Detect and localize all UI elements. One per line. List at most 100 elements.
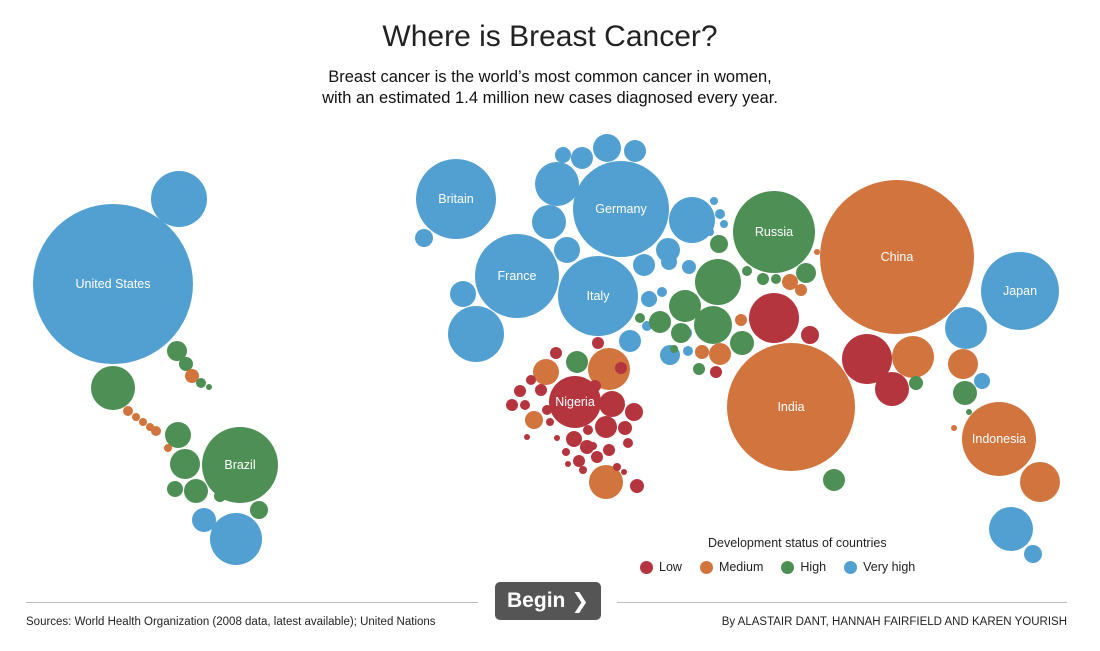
country-bubble[interactable]	[661, 254, 677, 270]
country-bubble[interactable]	[966, 409, 972, 415]
country-bubble[interactable]	[448, 306, 504, 362]
country-bubble[interactable]	[669, 290, 701, 322]
country-bubble[interactable]	[683, 346, 693, 356]
country-bubble[interactable]	[709, 343, 731, 365]
country-bubble[interactable]	[554, 237, 580, 263]
country-bubble[interactable]	[532, 205, 566, 239]
country-bubble[interactable]	[649, 311, 671, 333]
country-bubble[interactable]	[796, 263, 816, 283]
country-bubble[interactable]	[591, 451, 603, 463]
country-bubble[interactable]	[550, 347, 562, 359]
country-bubble[interactable]	[618, 421, 632, 435]
bubble-britain[interactable]	[416, 159, 496, 239]
country-bubble[interactable]	[945, 307, 987, 349]
country-bubble[interactable]	[514, 385, 526, 397]
country-bubble[interactable]	[165, 422, 191, 448]
country-bubble[interactable]	[710, 366, 722, 378]
country-bubble[interactable]	[613, 463, 621, 471]
country-bubble[interactable]	[179, 357, 193, 371]
country-bubble[interactable]	[757, 273, 769, 285]
country-bubble[interactable]	[566, 431, 582, 447]
country-bubble[interactable]	[533, 359, 559, 385]
bubble-italy[interactable]	[558, 256, 638, 336]
country-bubble[interactable]	[795, 284, 807, 296]
country-bubble[interactable]	[184, 479, 208, 503]
country-bubble[interactable]	[91, 366, 135, 410]
country-bubble[interactable]	[801, 326, 819, 344]
country-bubble[interactable]	[555, 147, 571, 163]
country-bubble[interactable]	[589, 442, 597, 450]
country-bubble[interactable]	[625, 403, 643, 421]
country-bubble[interactable]	[630, 479, 644, 493]
country-bubble[interactable]	[415, 229, 433, 247]
country-bubble[interactable]	[842, 334, 892, 384]
country-bubble[interactable]	[595, 416, 617, 438]
country-bubble[interactable]	[151, 171, 207, 227]
country-bubble[interactable]	[535, 384, 547, 396]
country-bubble[interactable]	[546, 418, 554, 426]
country-bubble[interactable]	[123, 406, 133, 416]
bubble-russia[interactable]	[733, 191, 815, 273]
country-bubble[interactable]	[953, 381, 977, 405]
country-bubble[interactable]	[749, 293, 799, 343]
country-bubble[interactable]	[771, 274, 781, 284]
country-bubble[interactable]	[909, 376, 923, 390]
country-bubble[interactable]	[615, 362, 627, 374]
bubble-france[interactable]	[475, 234, 559, 318]
country-bubble[interactable]	[715, 209, 725, 219]
country-bubble[interactable]	[948, 349, 978, 379]
country-bubble[interactable]	[170, 449, 200, 479]
country-bubble[interactable]	[682, 260, 696, 274]
country-bubble[interactable]	[989, 507, 1033, 551]
country-bubble[interactable]	[196, 378, 206, 388]
country-bubble[interactable]	[695, 345, 709, 359]
country-bubble[interactable]	[450, 281, 476, 307]
country-bubble[interactable]	[164, 444, 172, 452]
country-bubble[interactable]	[593, 134, 621, 162]
country-bubble[interactable]	[562, 448, 570, 456]
country-bubble[interactable]	[823, 469, 845, 491]
country-bubble[interactable]	[571, 147, 593, 169]
country-bubble[interactable]	[875, 372, 909, 406]
country-bubble[interactable]	[210, 513, 262, 565]
country-bubble[interactable]	[619, 330, 641, 352]
country-bubble[interactable]	[192, 508, 216, 532]
country-bubble[interactable]	[694, 306, 732, 344]
country-bubble[interactable]	[566, 351, 588, 373]
country-bubble[interactable]	[814, 249, 820, 255]
country-bubble[interactable]	[730, 331, 754, 355]
bubble-nigeria[interactable]	[549, 376, 601, 428]
country-bubble[interactable]	[167, 481, 183, 497]
country-bubble[interactable]	[670, 345, 678, 353]
country-bubble[interactable]	[892, 336, 934, 378]
country-bubble[interactable]	[132, 413, 140, 421]
country-bubble[interactable]	[695, 259, 741, 305]
bubble-united-states[interactable]	[33, 204, 193, 364]
country-bubble[interactable]	[589, 465, 623, 499]
country-bubble[interactable]	[535, 162, 579, 206]
country-bubble[interactable]	[599, 391, 625, 417]
country-bubble[interactable]	[693, 363, 705, 375]
country-bubble[interactable]	[623, 438, 633, 448]
country-bubble[interactable]	[506, 399, 518, 411]
country-bubble[interactable]	[635, 313, 645, 323]
country-bubble[interactable]	[1024, 545, 1042, 563]
country-bubble[interactable]	[573, 455, 585, 467]
country-bubble[interactable]	[588, 348, 630, 390]
bubble-germany[interactable]	[573, 161, 669, 257]
country-bubble[interactable]	[167, 341, 187, 361]
country-bubble[interactable]	[742, 266, 752, 276]
bubble-brazil[interactable]	[202, 427, 278, 503]
country-bubble[interactable]	[974, 373, 990, 389]
begin-button[interactable]: Begin ❯	[495, 582, 601, 620]
country-bubble[interactable]	[524, 434, 530, 440]
country-bubble[interactable]	[583, 425, 593, 435]
country-bubble[interactable]	[641, 291, 657, 307]
country-bubble[interactable]	[706, 228, 714, 236]
bubble-india[interactable]	[727, 343, 855, 471]
country-bubble[interactable]	[206, 384, 212, 390]
country-bubble[interactable]	[657, 287, 667, 297]
country-bubble[interactable]	[621, 469, 627, 475]
country-bubble[interactable]	[565, 461, 571, 467]
country-bubble[interactable]	[542, 405, 552, 415]
